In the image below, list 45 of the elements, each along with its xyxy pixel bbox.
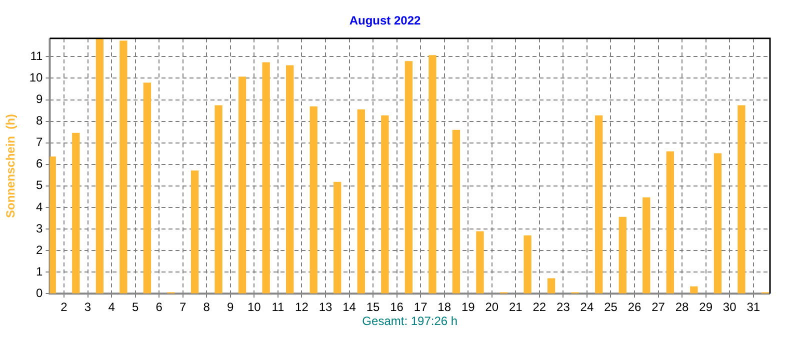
y-tick-label: 8 <box>36 114 44 128</box>
x-tick-label: 15 <box>366 300 380 314</box>
x-tick-label: 26 <box>628 300 642 314</box>
x-tick-label: 11 <box>272 300 284 314</box>
x-tick-label: 19 <box>461 300 476 314</box>
y-tick-label: 11 <box>30 49 44 64</box>
chart-title: August 2022 <box>349 14 421 28</box>
x-tick-label: 25 <box>604 300 618 314</box>
x-tick-label: 7 <box>180 300 187 314</box>
x-tick-label: 16 <box>390 300 404 314</box>
x-tick-label: 21 <box>508 300 523 314</box>
y-tick-label: 6 <box>36 156 44 171</box>
x-tick-label: 13 <box>318 300 332 314</box>
y-tick-label: 3 <box>36 221 44 236</box>
x-tick-label: 28 <box>675 300 690 314</box>
y-tick-label: 10 <box>29 70 44 85</box>
x-tick-label: 12 <box>295 300 309 314</box>
x-tick-label: 5 <box>132 300 139 314</box>
x-tick-label: 17 <box>414 300 428 314</box>
x-tick-label: 22 <box>532 300 546 314</box>
x-tick-label: 10 <box>247 300 262 314</box>
x-tick-label: 27 <box>652 300 666 314</box>
x-tick-label: 6 <box>156 300 163 314</box>
x-tick-label: 23 <box>556 300 570 314</box>
y-tick-label: 9 <box>36 92 44 106</box>
y-tick-label: 4 <box>36 200 44 214</box>
y-tick-label: 5 <box>36 178 44 192</box>
x-tick-label: 29 <box>699 300 713 314</box>
x-tick-label: 9 <box>227 300 234 314</box>
y-tick-label: 7 <box>36 135 44 150</box>
text: Gesamt: 197:26 h <box>362 314 458 328</box>
x-tick-label: 4 <box>108 300 116 314</box>
x-tick-label: 14 <box>342 300 356 314</box>
x-tick-label: 30 <box>722 300 737 314</box>
x-tick-label: 31 <box>746 300 760 314</box>
x-tick-label: 3 <box>84 300 92 314</box>
y-tick-label: 2 <box>36 242 44 257</box>
x-tick-label: 2 <box>60 300 68 314</box>
x-tick-label: 18 <box>438 300 452 314</box>
x-tick-label: 20 <box>485 300 499 314</box>
x-tick-label: 8 <box>203 300 210 314</box>
y-tick-label: 0 <box>36 286 44 300</box>
x-tick-label: 24 <box>580 300 594 314</box>
y-axis-title: Sonnenschein (h) <box>4 114 18 218</box>
y-tick-label: 1 <box>36 264 44 278</box>
